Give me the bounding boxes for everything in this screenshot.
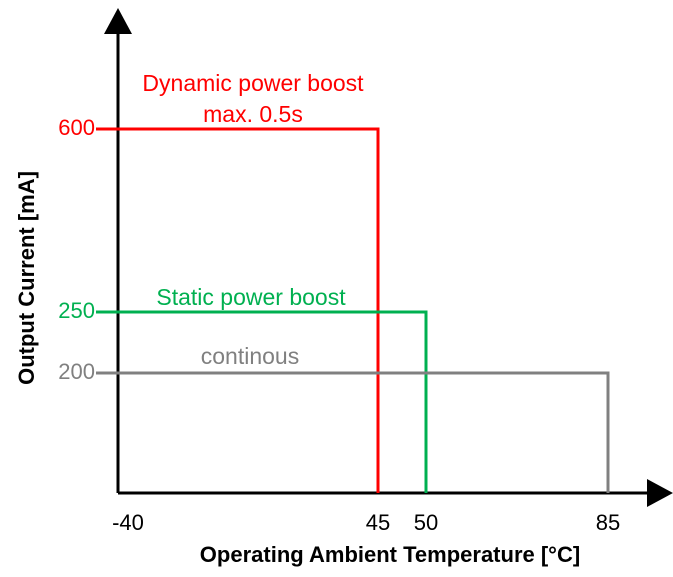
series-line: [118, 310, 428, 493]
y-arrow: [104, 8, 132, 34]
x-arrow: [647, 479, 673, 507]
x-tick-label: 85: [596, 510, 620, 535]
series-label: Dynamic power boost max. 0.5s: [142, 70, 364, 127]
x-tick-label: 50: [414, 510, 438, 535]
x-tick-label: -40: [112, 510, 144, 535]
x-tick-label: 45: [366, 510, 390, 535]
y-tick-label: 250: [58, 298, 95, 323]
x-axis-label: Operating Ambient Temperature [°C]: [200, 542, 580, 567]
y-tick-label: 200: [58, 359, 95, 384]
series-label: continous: [200, 343, 300, 369]
series-label: Static power boost: [156, 284, 346, 310]
y-tick-label: 600: [58, 115, 95, 140]
y-axis-label: Output Current [mA]: [14, 171, 39, 385]
series-line: [118, 371, 610, 493]
